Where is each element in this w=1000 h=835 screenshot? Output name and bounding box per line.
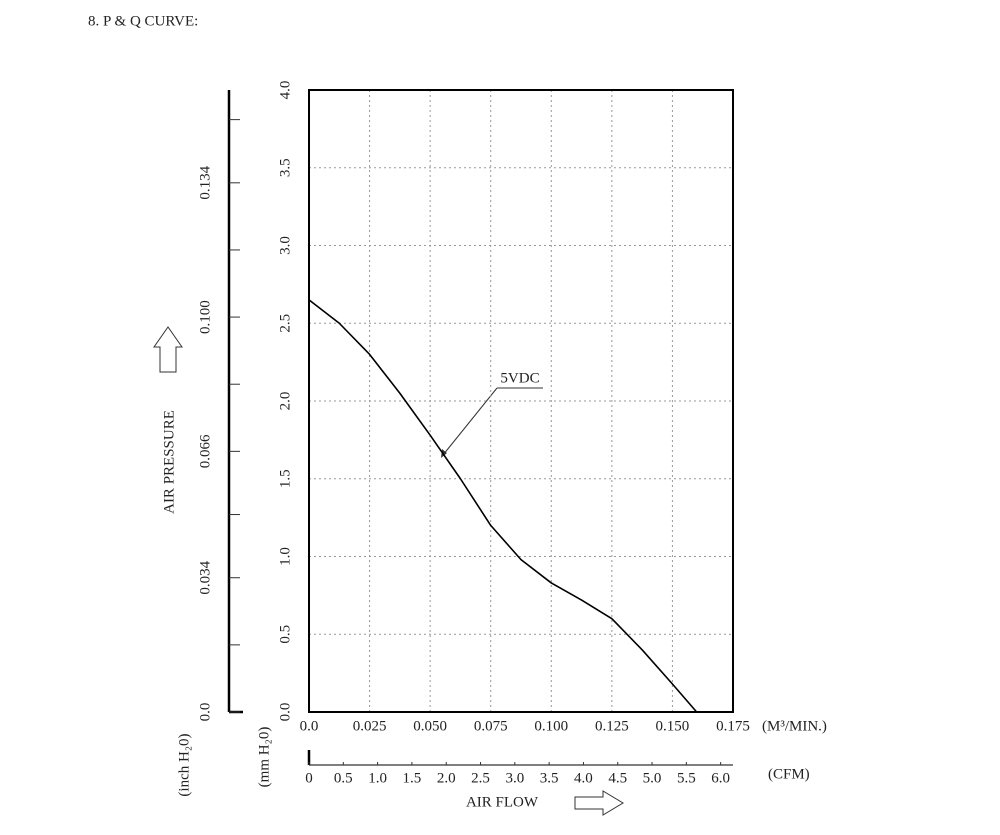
cfm-tick-label: 4.5 — [608, 770, 627, 786]
inch-tick-label: 0.134 — [197, 165, 213, 199]
x-tick-label: 0.025 — [353, 718, 387, 734]
cfm-tick-label: 2.0 — [437, 770, 456, 786]
cfm-tick-label: 1.0 — [368, 770, 387, 786]
y-tick-label: 1.5 — [277, 469, 293, 488]
x-tick-label: 0.075 — [474, 718, 508, 734]
cfm-tick-label: 3.0 — [505, 770, 524, 786]
cfm-tick-label: 5.5 — [677, 770, 696, 786]
cfm-unit-label: (CFM) — [768, 766, 810, 782]
x-tick-label: 0.175 — [716, 718, 750, 734]
y-axis-label: AIR PRESSURE — [161, 410, 177, 514]
y-tick-label: 2.0 — [277, 392, 293, 411]
cfm-tick-label: 4.0 — [574, 770, 593, 786]
inch-tick-label: 0.034 — [197, 560, 213, 594]
inch-unit-label: (inch H₂0) — [176, 733, 192, 796]
cfm-tick-label: 2.5 — [471, 770, 490, 786]
curve — [308, 299, 698, 713]
annotation-leader — [442, 387, 498, 456]
y-tick-label: 0.0 — [277, 703, 293, 722]
annotation-arrowhead — [441, 449, 447, 458]
y-tick-label: 1.0 — [277, 547, 293, 566]
right-arrow — [574, 790, 624, 816]
cfm-tick-label: 3.5 — [540, 770, 559, 786]
x-unit-label: (M³/MIN.) — [762, 718, 827, 734]
up-arrow — [153, 326, 183, 373]
x-tick-label: 0.100 — [534, 718, 568, 734]
cfm-tick-label: 5.0 — [643, 770, 662, 786]
y-tick-label: 4.0 — [277, 81, 293, 100]
cfm-tick-label: 6.0 — [711, 770, 730, 786]
y-tick-label: 3.0 — [277, 236, 293, 255]
y-tick-label: 2.5 — [277, 314, 293, 333]
x-tick-label: 0.0 — [300, 718, 319, 734]
chart-title: 8. P & Q CURVE: — [88, 13, 198, 29]
mm-unit-label: (mm H₂0) — [256, 727, 272, 788]
x-axis-label: AIR FLOW — [466, 794, 539, 810]
inch-tick-label: 0.100 — [197, 300, 213, 334]
x-tick-label: 0.150 — [656, 718, 690, 734]
series-label: 5VDC — [500, 370, 539, 386]
cfm-tick-label: 0 — [305, 770, 313, 786]
y-tick-label: 0.5 — [277, 625, 293, 644]
inch-tick-label: 0.066 — [197, 434, 213, 468]
y-tick-label: 3.5 — [277, 158, 293, 177]
x-tick-label: 0.125 — [595, 718, 629, 734]
plot-frame — [308, 89, 734, 713]
cfm-tick-label: 1.5 — [403, 770, 422, 786]
inch-tick-label: 0.0 — [197, 703, 213, 722]
cfm-tick-label: 0.5 — [334, 770, 353, 786]
x-tick-label: 0.050 — [413, 718, 447, 734]
